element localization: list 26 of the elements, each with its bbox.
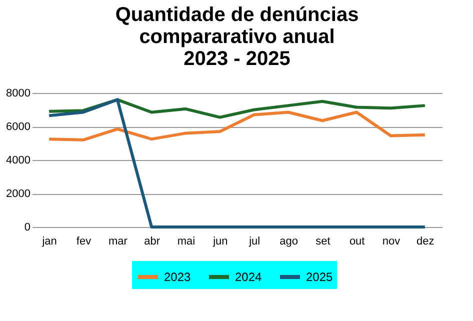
x-tick-label: fev <box>76 236 92 248</box>
text: compararativo anual <box>139 26 335 48</box>
x-tick-label: jan <box>41 236 57 248</box>
x-tick-label: out <box>349 236 365 248</box>
legend-label: 2024 <box>235 270 262 284</box>
x-tick-label: mar <box>108 236 128 248</box>
line-series <box>48 110 426 142</box>
line-series <box>48 98 426 119</box>
text: Quantidade de denúncias <box>115 4 359 26</box>
legend-label: 2025 <box>306 270 334 284</box>
legend-label: 2023 <box>164 270 192 284</box>
y-tick-label: 2000 <box>6 188 30 200</box>
x-tick-label: mai <box>177 236 196 248</box>
y-tick-label: 4000 <box>6 154 30 166</box>
x-tick-label: jul <box>248 236 260 248</box>
x-tick-label: ago <box>280 236 298 248</box>
x-tick-label: set <box>316 236 330 248</box>
x-tick-label: abr <box>144 236 160 248</box>
y-tick-label: 8000 <box>6 88 30 100</box>
x-tick-label: jun <box>212 236 228 248</box>
text: 2023 - 2025 <box>184 48 290 70</box>
y-tick-label: 0 <box>24 222 30 234</box>
line-series <box>48 98 426 228</box>
x-tick-label: nov <box>382 236 401 248</box>
x-tick-label: dez <box>416 236 434 248</box>
y-tick-label: 6000 <box>6 121 30 133</box>
